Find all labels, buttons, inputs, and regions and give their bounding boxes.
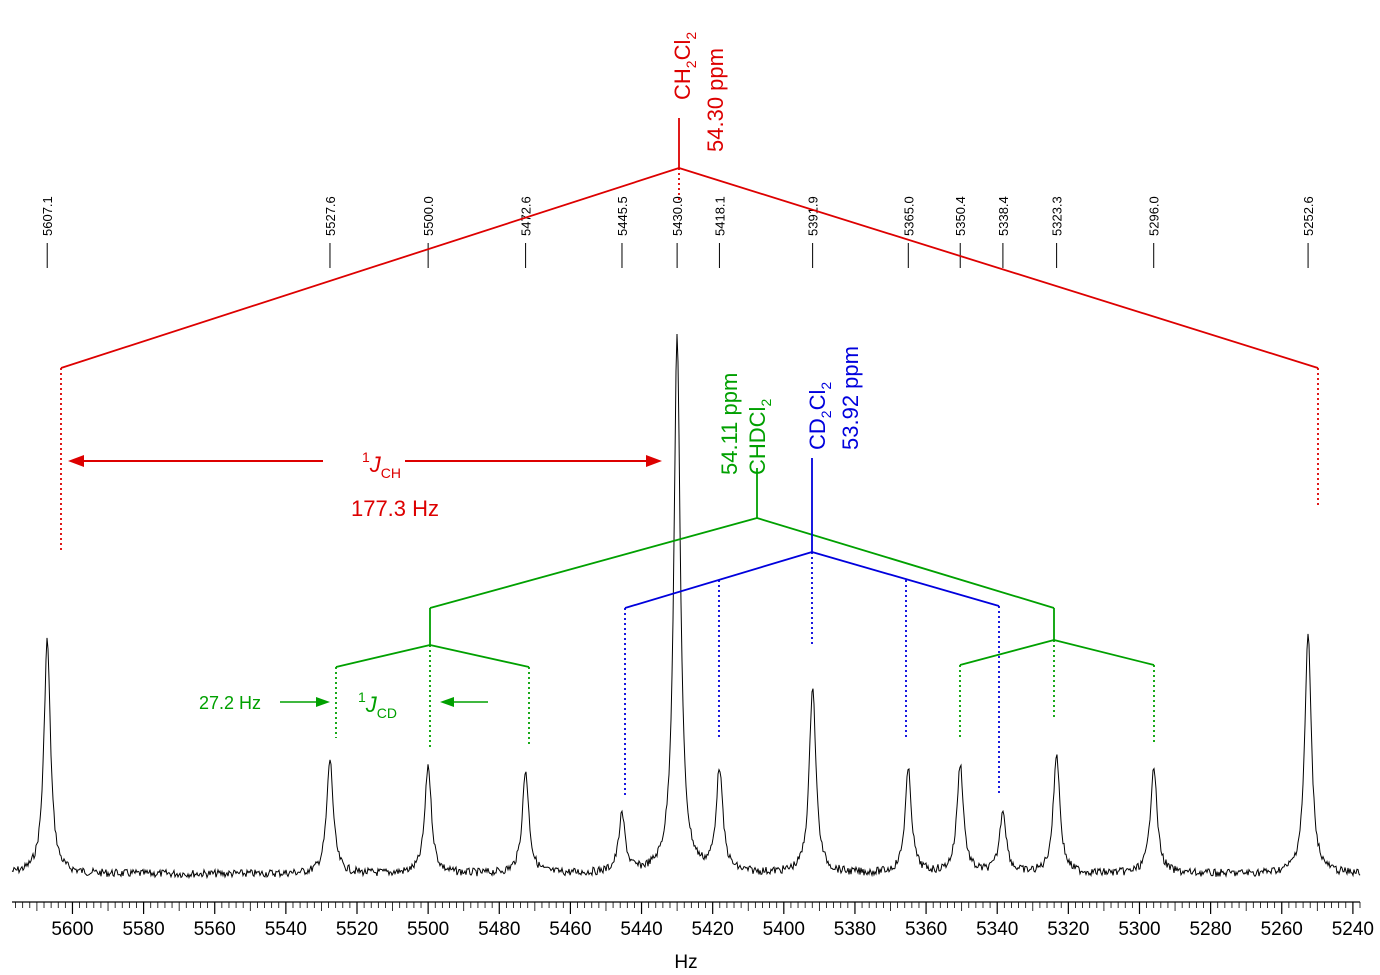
peak-label: 5323.3 xyxy=(1050,196,1065,268)
x-tick-label: 5440 xyxy=(620,919,662,940)
svg-text:CD2Cl2: CD2Cl2 xyxy=(805,382,834,450)
x-tick-label: 5460 xyxy=(549,919,591,940)
svg-text:5323.3: 5323.3 xyxy=(1050,196,1065,236)
svg-text:CHDCl2: CHDCl2 xyxy=(745,399,774,475)
peak-label: 5365.0 xyxy=(901,196,916,268)
peak-label: 5472.6 xyxy=(519,196,534,268)
cd2cl2-tree xyxy=(624,458,1000,795)
svg-text:5252.6: 5252.6 xyxy=(1301,196,1316,236)
peak-label: 5391.9 xyxy=(806,196,821,268)
peak-labels: 5607.1 5527.6 5500.0 5472.6 5445.5 5430.0 5418… xyxy=(40,196,1316,268)
x-tick-label: 5400 xyxy=(763,919,805,940)
x-tick-label: 5600 xyxy=(51,919,93,940)
svg-text:5296.0: 5296.0 xyxy=(1147,196,1162,236)
svg-text:5430.0: 5430.0 xyxy=(670,196,685,236)
cd2cl2-label: CD2Cl2 53.92 ppm xyxy=(805,346,863,450)
svg-text:27.2 Hz: 27.2 Hz xyxy=(199,693,261,713)
peak-label: 5607.1 xyxy=(40,196,55,268)
x-tick-label: 5540 xyxy=(265,919,307,940)
svg-text:CH2Cl2: CH2Cl2 xyxy=(670,32,699,100)
peak-label: 5500.0 xyxy=(421,196,436,268)
ch2cl2-tree xyxy=(60,118,1319,552)
x-tick-label: 5580 xyxy=(122,919,164,940)
x-tick-label: 5380 xyxy=(834,919,876,940)
x-axis-ticks xyxy=(15,902,1361,914)
svg-text:5472.6: 5472.6 xyxy=(519,196,534,236)
x-axis-tick-labels: 5600 5580 5560 5540 5520 5500 5480 5460 5440 5420… xyxy=(51,919,1374,940)
svg-text:5527.6: 5527.6 xyxy=(323,196,338,236)
x-tick-label: 5280 xyxy=(1189,919,1231,940)
chdcl2-label: 54.11 ppm CHDCl2 xyxy=(717,373,774,475)
jcd-annotation: 27.2 Hz 1JCD xyxy=(199,689,488,721)
peak-label: 5527.6 xyxy=(323,196,338,268)
svg-text:1JCD: 1JCD xyxy=(358,689,397,721)
peak-label: 5430.0 xyxy=(670,196,685,268)
svg-text:5418.1: 5418.1 xyxy=(712,196,727,236)
peak-label: 5296.0 xyxy=(1147,196,1162,268)
peak-label: 5338.4 xyxy=(996,196,1011,268)
x-tick-label: 5560 xyxy=(194,919,236,940)
svg-text:5391.9: 5391.9 xyxy=(806,196,821,236)
x-tick-label: 5420 xyxy=(692,919,734,940)
svg-text:54.30 ppm: 54.30 ppm xyxy=(703,48,728,152)
svg-text:53.92 ppm: 53.92 ppm xyxy=(838,346,863,450)
x-tick-label: 5300 xyxy=(1118,919,1160,940)
ch2cl2-label: CH2Cl2 54.30 ppm xyxy=(670,32,728,152)
x-tick-label: 5260 xyxy=(1261,919,1303,940)
peak-label: 5445.5 xyxy=(615,196,630,268)
svg-text:5365.0: 5365.0 xyxy=(901,196,916,236)
x-tick-label: 5340 xyxy=(976,919,1018,940)
x-tick-label: 5240 xyxy=(1332,919,1374,940)
chdcl2-tree xyxy=(335,468,1155,750)
svg-text:54.11 ppm: 54.11 ppm xyxy=(717,373,742,475)
peak-label: 5418.1 xyxy=(712,196,727,268)
x-tick-label: 5500 xyxy=(407,919,449,940)
svg-text:5338.4: 5338.4 xyxy=(996,196,1011,236)
x-tick-label: 5520 xyxy=(336,919,378,940)
jch-annotation: 1JCH 177.3 Hz xyxy=(68,449,662,521)
x-tick-label: 5480 xyxy=(478,919,520,940)
peak-label: 5252.6 xyxy=(1301,196,1316,268)
x-tick-label: 5320 xyxy=(1047,919,1089,940)
svg-text:5500.0: 5500.0 xyxy=(421,196,436,236)
x-axis: 5600 5580 5560 5540 5520 5500 5480 5460 5440 5420… xyxy=(12,901,1374,940)
svg-text:177.3 Hz: 177.3 Hz xyxy=(351,496,439,521)
x-axis-label: Hz xyxy=(674,952,697,973)
svg-text:1JCH: 1JCH xyxy=(362,449,401,481)
x-tick-label: 5360 xyxy=(905,919,947,940)
spectrum-trace xyxy=(11,333,1361,880)
svg-text:5607.1: 5607.1 xyxy=(40,196,55,236)
svg-text:5350.4: 5350.4 xyxy=(953,196,968,236)
svg-text:5445.5: 5445.5 xyxy=(615,196,630,236)
